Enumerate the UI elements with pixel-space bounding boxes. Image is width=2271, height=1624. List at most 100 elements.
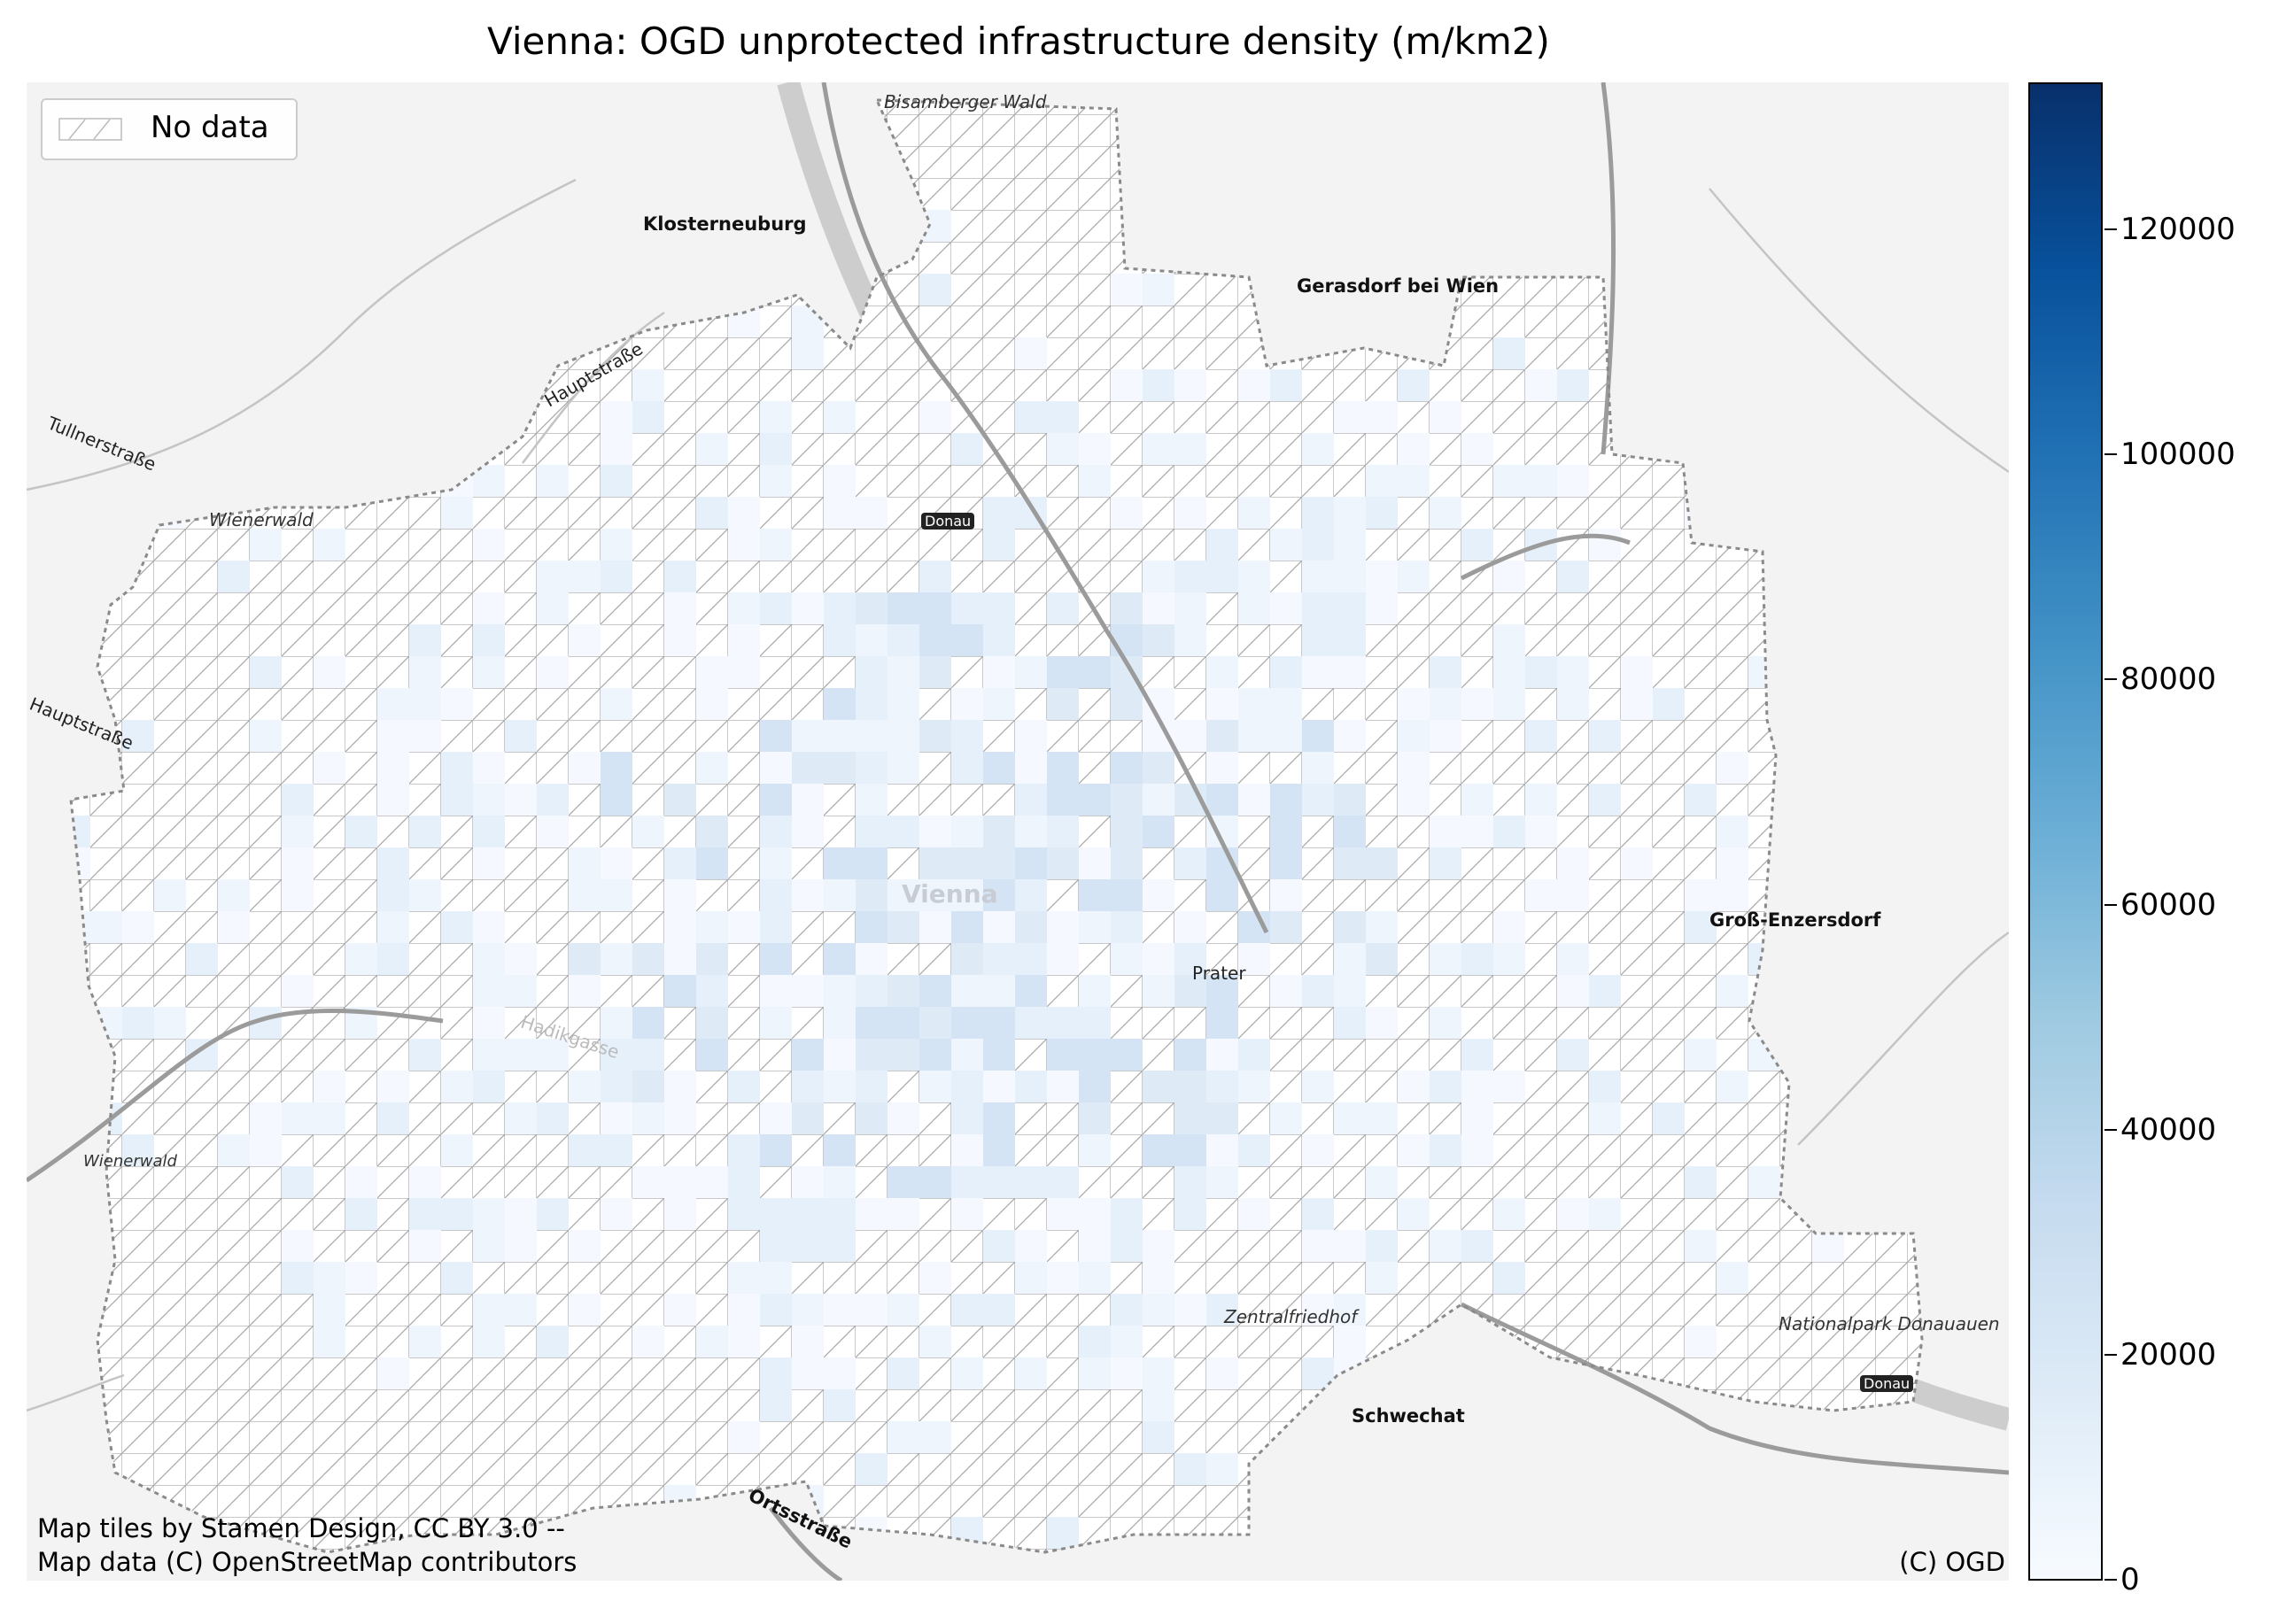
density-cell: [760, 847, 792, 879]
density-cell: [1430, 1071, 1461, 1102]
density-cell: [1015, 656, 1047, 688]
density-cell: [282, 1262, 314, 1294]
density-cell: [951, 592, 983, 624]
density-cell: [409, 816, 441, 847]
density-cell: [664, 1198, 696, 1230]
density-cell: [632, 1102, 664, 1134]
density-cell: [824, 1039, 856, 1071]
density-cell: [569, 1230, 601, 1262]
attribution-left: Map tiles by Stamen Design, CC BY 3.0 --…: [37, 1512, 577, 1579]
roads: [27, 82, 2009, 1581]
density-cell: [345, 1166, 377, 1198]
density-cell: [1493, 911, 1525, 943]
density-cell: [1111, 816, 1143, 847]
density-cell: [951, 688, 983, 720]
density-cell: [1589, 1102, 1621, 1134]
colorbar-tick-mark: [2104, 453, 2117, 456]
density-cell: [1525, 816, 1557, 847]
density-cell: [441, 784, 473, 816]
density-cell: [282, 847, 314, 879]
density-cell: [696, 1166, 728, 1198]
density-cell: [473, 1326, 505, 1357]
density-cell: [696, 1039, 728, 1071]
density-cell: [1079, 879, 1111, 911]
density-cell: [1366, 561, 1398, 592]
density-cell: [983, 1294, 1015, 1326]
density-cell: [696, 847, 728, 879]
density-cell: [951, 1039, 983, 1071]
density-cell: [664, 1166, 696, 1198]
density-cell: [1111, 624, 1143, 656]
density-cell: [1589, 784, 1621, 816]
density-cell: [792, 1357, 824, 1389]
density-cell: [919, 911, 951, 943]
density-cell: [951, 1007, 983, 1039]
colorbar-tick-label: 40000: [2120, 1111, 2217, 1148]
density-cell: [1143, 879, 1174, 911]
density-cell: [569, 752, 601, 784]
density-cell: [792, 1326, 824, 1357]
density-cell: [1111, 1198, 1143, 1230]
density-cell: [473, 847, 505, 879]
density-cell: [1461, 784, 1493, 816]
density-cell: [824, 1134, 856, 1166]
density-cell: [505, 784, 537, 816]
density-cell: [505, 1294, 537, 1326]
density-cell: [824, 592, 856, 624]
density-cell: [1302, 1198, 1334, 1230]
density-cell: [792, 1230, 824, 1262]
place-label: Nationalpark Donauauen: [1779, 1313, 2000, 1334]
density-cell: [1525, 369, 1557, 401]
density-cell: [1493, 1071, 1525, 1102]
density-cell: [1366, 1102, 1398, 1134]
density-cell: [951, 816, 983, 847]
density-cell: [632, 1007, 664, 1039]
density-cell: [760, 1262, 792, 1294]
density-cell: [951, 433, 983, 465]
density-cell: [1143, 784, 1174, 816]
density-cell: [983, 1166, 1015, 1198]
density-cell: [1398, 561, 1430, 592]
map-panel[interactable]: Bisamberger Wald Klosterneuburg Gerasdor…: [27, 82, 2009, 1581]
density-cell: [760, 720, 792, 752]
density-cell: [728, 1262, 760, 1294]
density-cell: [473, 529, 505, 561]
density-cell: [1302, 752, 1334, 784]
density-cell: [1430, 497, 1461, 529]
density-cell: [1015, 784, 1047, 816]
density-cell: [1079, 433, 1111, 465]
density-cell: [1302, 529, 1334, 561]
density-cell: [1748, 1166, 1780, 1198]
density-cell: [282, 816, 314, 847]
density-cell: [824, 1166, 856, 1198]
density-cell: [856, 752, 887, 784]
density-cell: [1461, 529, 1493, 561]
density-cell: [1461, 1071, 1493, 1102]
density-cell: [856, 624, 887, 656]
density-cell: [760, 465, 792, 497]
density-cell: [1653, 1102, 1685, 1134]
density-cell: [250, 529, 282, 561]
density-cell: [1366, 465, 1398, 497]
density-cell: [1174, 1134, 1206, 1166]
density-cell: [1111, 847, 1143, 879]
density-cell: [1238, 1039, 1270, 1071]
density-cell: [473, 592, 505, 624]
density-cell: [1334, 656, 1366, 688]
density-cell: [1015, 401, 1047, 433]
density-cell: [1206, 1039, 1238, 1071]
density-cell: [282, 879, 314, 911]
density-cell: [601, 847, 632, 879]
density-cell: [951, 847, 983, 879]
density-cell: [1493, 624, 1525, 656]
colorbar-tick-label: 80000: [2120, 661, 2217, 698]
density-cell: [728, 592, 760, 624]
density-cell: [1430, 720, 1461, 752]
density-cell: [90, 911, 122, 943]
density-cell: [1557, 688, 1589, 720]
density-cell: [983, 497, 1015, 529]
density-cell: [728, 529, 760, 561]
place-label: Gerasdorf bei Wien: [1297, 275, 1500, 297]
density-cell: [1111, 369, 1143, 401]
density-cell: [919, 816, 951, 847]
